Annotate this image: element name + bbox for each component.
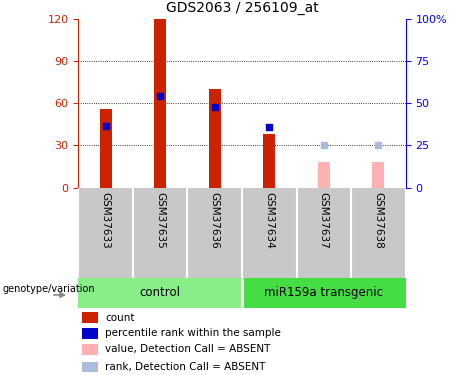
Text: count: count — [105, 313, 135, 322]
Bar — [242, 278, 406, 308]
Bar — [209, 89, 221, 188]
Bar — [82, 328, 98, 339]
Bar — [318, 162, 330, 188]
Bar — [82, 344, 98, 355]
Text: GSM37637: GSM37637 — [319, 192, 329, 249]
Text: GSM37635: GSM37635 — [155, 192, 165, 249]
Text: control: control — [140, 286, 181, 299]
Text: GSM37634: GSM37634 — [264, 192, 274, 249]
Bar — [82, 312, 98, 323]
Text: miR159a transgenic: miR159a transgenic — [264, 286, 384, 299]
Bar — [100, 109, 112, 188]
Text: percentile rank within the sample: percentile rank within the sample — [105, 328, 281, 338]
Bar — [263, 134, 275, 188]
Text: GSM37638: GSM37638 — [373, 192, 384, 249]
Text: rank, Detection Call = ABSENT: rank, Detection Call = ABSENT — [105, 362, 266, 372]
Bar — [154, 19, 166, 188]
Title: GDS2063 / 256109_at: GDS2063 / 256109_at — [165, 1, 319, 15]
Text: genotype/variation: genotype/variation — [2, 285, 95, 294]
Bar — [78, 278, 242, 308]
Text: GSM37636: GSM37636 — [210, 192, 220, 249]
Text: value, Detection Call = ABSENT: value, Detection Call = ABSENT — [105, 344, 271, 354]
Bar — [372, 162, 384, 188]
Text: GSM37633: GSM37633 — [100, 192, 111, 249]
Bar — [82, 362, 98, 372]
